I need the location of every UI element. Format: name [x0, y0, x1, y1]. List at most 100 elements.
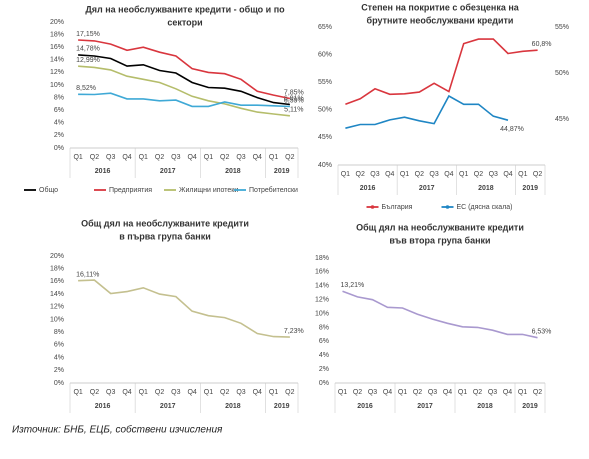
x-tick-label: Q1 — [398, 389, 407, 396]
series-line — [78, 92, 290, 108]
x-tick-label: Q4 — [187, 154, 196, 161]
x-tick-label: Q1 — [139, 389, 148, 396]
y-tick-label: 16% — [50, 44, 64, 51]
x-tick-label: Q2 — [533, 171, 542, 178]
y-tick-label: 6% — [319, 338, 329, 345]
data-label: 5,11% — [284, 107, 303, 114]
legend-label: Потребителски — [249, 186, 298, 194]
y-tick-label: 0% — [54, 145, 64, 152]
x-tick-label: Q2 — [90, 154, 99, 161]
data-label: 17,15% — [76, 31, 100, 38]
year-label: 2017 — [419, 185, 435, 192]
x-tick-label: Q1 — [139, 154, 148, 161]
x-tick-label: Q3 — [106, 389, 115, 396]
y2-tick-label: 50% — [555, 70, 569, 77]
x-tick-label: Q3 — [171, 154, 180, 161]
year-label: 2019 — [522, 403, 538, 410]
x-tick-label: Q3 — [428, 389, 437, 396]
y-tick-label: 10% — [50, 316, 64, 323]
y-tick-label: 0% — [319, 380, 329, 387]
year-label: 2016 — [95, 403, 111, 410]
chart-title: Общ дял на необслужваните кредити — [356, 222, 524, 232]
y-tick-label: 10% — [315, 310, 329, 317]
series-line — [78, 54, 290, 106]
data-label: 6,53% — [532, 328, 552, 335]
year-label: 2016 — [357, 403, 373, 410]
y-tick-label: 6% — [54, 107, 64, 114]
legend-marker — [370, 205, 375, 209]
data-label: 13,21% — [341, 282, 365, 289]
x-tick-label: Q1 — [338, 389, 347, 396]
data-label: 8,52% — [76, 85, 96, 92]
year-label: 2018 — [478, 185, 494, 192]
year-label: 2016 — [360, 185, 376, 192]
year-label: 2019 — [274, 168, 290, 175]
x-tick-label: Q1 — [269, 389, 278, 396]
x-tick-label: Q2 — [473, 389, 482, 396]
x-tick-label: Q3 — [429, 171, 438, 178]
year-label: 2016 — [95, 168, 111, 175]
y-tick-label: 18% — [50, 31, 64, 38]
x-tick-label: Q4 — [385, 171, 394, 178]
y-tick-label: 8% — [54, 94, 64, 101]
x-tick-label: Q2 — [413, 389, 422, 396]
x-tick-label: Q2 — [285, 154, 294, 161]
x-tick-label: Q2 — [533, 389, 542, 396]
chart-title: в първа група банки — [119, 231, 211, 241]
x-tick-label: Q2 — [353, 389, 362, 396]
series-line — [78, 39, 291, 100]
x-tick-label: Q1 — [341, 171, 350, 178]
year-label: 2017 — [160, 403, 176, 410]
x-tick-label: Q2 — [155, 389, 164, 396]
y-tick-label: 20% — [50, 253, 64, 260]
x-tick-label: Q1 — [458, 389, 467, 396]
legend-label: България — [382, 204, 413, 211]
y-tick-label: 45% — [318, 134, 332, 141]
x-tick-label: Q4 — [253, 389, 262, 396]
x-tick-label: Q4 — [503, 389, 512, 396]
series-line — [78, 65, 290, 117]
x-tick-label: Q4 — [187, 389, 196, 396]
series-line — [78, 279, 290, 338]
y-tick-label: 6% — [54, 342, 64, 349]
x-tick-label: Q3 — [236, 389, 245, 396]
legend-label: Общо — [39, 186, 58, 194]
y-tick-label: 12% — [50, 304, 64, 311]
x-tick-label: Q2 — [415, 171, 424, 178]
y-tick-label: 65% — [318, 24, 332, 31]
x-tick-label: Q2 — [155, 154, 164, 161]
y-tick-label: 18% — [50, 266, 64, 273]
y-tick-label: 12% — [315, 297, 329, 304]
y-tick-label: 60% — [318, 51, 332, 58]
x-tick-label: Q3 — [370, 171, 379, 178]
y-tick-label: 0% — [54, 380, 64, 387]
data-label: 44,87% — [500, 126, 524, 133]
x-tick-label: Q1 — [518, 171, 527, 178]
y-tick-label: 2% — [319, 366, 329, 373]
legend-label: Жилищни ипотеки — [179, 187, 238, 194]
y-tick-label: 14% — [315, 283, 329, 290]
y-tick-label: 4% — [319, 352, 329, 359]
x-tick-label: Q2 — [474, 171, 483, 178]
x-tick-label: Q2 — [220, 389, 229, 396]
data-label: 7,23% — [284, 328, 304, 335]
x-tick-label: Q4 — [122, 389, 131, 396]
x-tick-label: Q3 — [489, 171, 498, 178]
x-tick-label: Q2 — [220, 154, 229, 161]
data-label: 14,78% — [76, 46, 100, 53]
y-tick-label: 50% — [318, 107, 332, 114]
data-label: 16,11% — [76, 272, 99, 279]
data-label: 6,91% — [284, 95, 304, 102]
data-label: 60,8% — [532, 41, 552, 48]
x-tick-label: Q1 — [400, 171, 409, 178]
legend-label: ЕС (дясна скала) — [457, 204, 513, 211]
series-line — [345, 38, 538, 106]
series-line — [345, 94, 509, 129]
year-label: 2019 — [274, 403, 290, 410]
x-tick-label: Q3 — [488, 389, 497, 396]
x-tick-label: Q2 — [285, 389, 294, 396]
y2-tick-label: 55% — [555, 24, 569, 31]
x-tick-label: Q3 — [236, 154, 245, 161]
x-tick-label: Q4 — [443, 389, 452, 396]
y2-tick-label: 45% — [555, 116, 569, 123]
